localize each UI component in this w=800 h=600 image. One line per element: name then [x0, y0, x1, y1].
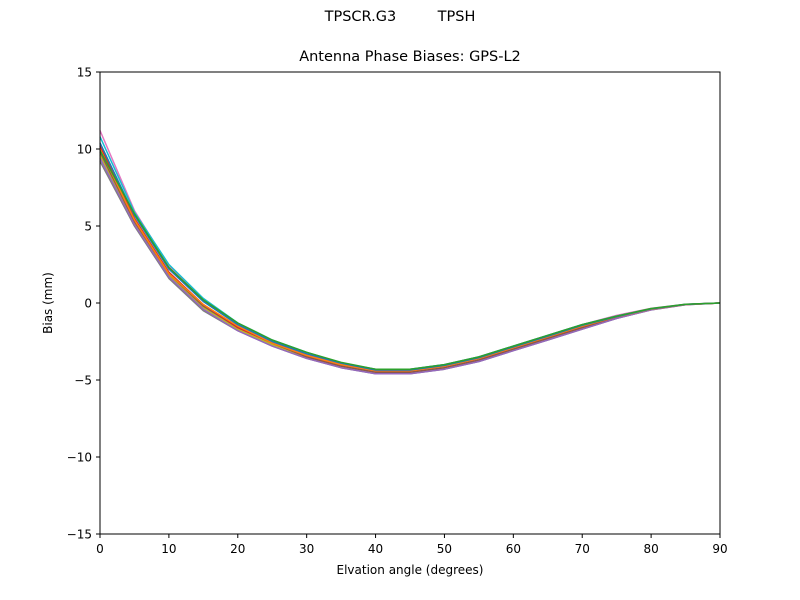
- x-tick-label: 40: [368, 542, 383, 556]
- y-tick-label: −15: [67, 528, 92, 542]
- series-lines: [99, 130, 721, 375]
- x-tick-label: 60: [506, 542, 521, 556]
- series-line-7: [99, 157, 721, 375]
- y-axis-ticks: −15 −10 −5 0 5 10 15: [67, 66, 100, 542]
- x-tick-label: 90: [712, 542, 727, 556]
- radome-name: TPSH: [437, 9, 476, 25]
- x-axis-ticks: 0 10 20 30 40 50 60 70 80 90: [96, 534, 728, 556]
- x-tick-label: 70: [575, 542, 590, 556]
- y-tick-label: 10: [77, 143, 92, 157]
- series-line-9: [99, 142, 721, 371]
- y-axis-label: Bias (mm): [41, 272, 55, 334]
- figure-suptitle: TPSCR.G3 TPSH: [0, 9, 800, 25]
- y-tick-label: 15: [77, 66, 92, 80]
- series-line-3: [99, 160, 721, 375]
- series-line-1: [99, 130, 721, 370]
- plot-frame: [99, 71, 721, 535]
- chart-title: Antenna Phase Biases: GPS-L2: [299, 49, 521, 65]
- series-line-2: [99, 136, 721, 370]
- antenna-name: TPSCR.G3: [324, 9, 397, 25]
- series-line-5: [99, 151, 721, 374]
- y-tick-label: −10: [67, 451, 92, 465]
- x-tick-label: 50: [437, 542, 452, 556]
- x-tick-label: 10: [161, 542, 176, 556]
- y-tick-label: 0: [84, 297, 92, 311]
- x-tick-label: 0: [96, 542, 104, 556]
- series-line-4: [99, 154, 721, 374]
- x-tick-label: 80: [643, 542, 658, 556]
- y-tick-label: −5: [74, 374, 92, 388]
- x-tick-label: 20: [230, 542, 245, 556]
- series-line-6: [99, 145, 721, 372]
- x-tick-label: 30: [299, 542, 314, 556]
- series-line-10: [99, 150, 721, 370]
- y-tick-label: 5: [84, 220, 92, 234]
- series-line-8: [99, 148, 721, 372]
- x-axis-label: Elvation angle (degrees): [337, 563, 484, 577]
